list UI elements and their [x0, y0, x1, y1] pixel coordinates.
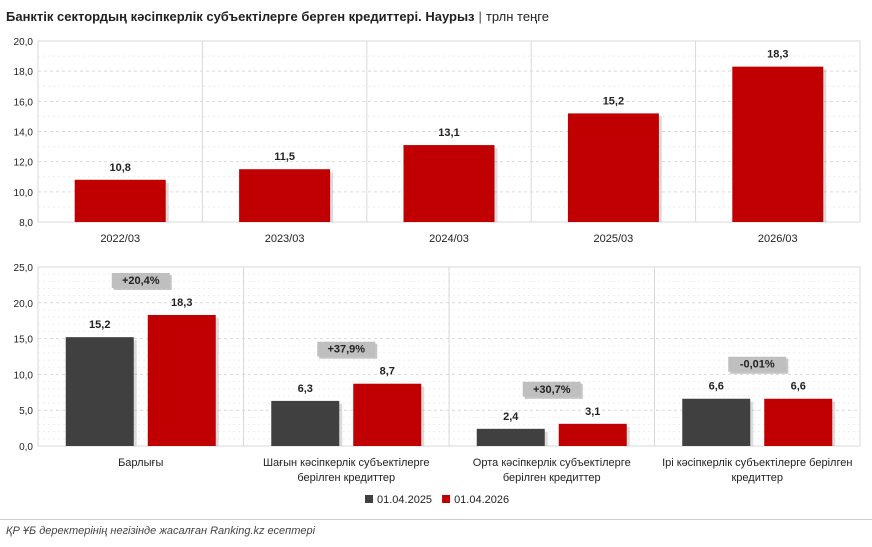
bar [732, 66, 824, 223]
chart-header: Банктік сектордың кәсіпкерлік субъектіле… [6, 9, 549, 24]
bar [271, 400, 340, 446]
title-separator: | [478, 9, 482, 24]
footer-divider [0, 519, 872, 520]
bar [476, 428, 545, 446]
legend-swatch [442, 495, 451, 503]
chart-title: Банктік сектордың кәсіпкерлік субъектіле… [6, 9, 475, 24]
charts-canvas: 8,0 10,0 12,0 14,0 16,0 18,0 20,0 10,8 2022/03 11… [14, 37, 861, 506]
legend: 01.04.2025 01.04.2026 [365, 494, 509, 506]
x-tick-label: 2026/03 [758, 233, 798, 245]
y-tick-label: 12,0 [14, 158, 34, 169]
legend-label: 01.04.2025 [377, 494, 432, 506]
bar [74, 179, 166, 222]
change-badge [317, 341, 376, 357]
data-label: 18,3 [171, 297, 192, 309]
y-tick-label: 16,0 [14, 97, 34, 108]
bar [567, 113, 659, 222]
y-tick-label: 18,0 [14, 67, 34, 78]
y-tick-label: 10,0 [14, 370, 34, 381]
data-label: 8,7 [380, 366, 395, 378]
x-tick-label: 2023/03 [265, 233, 305, 245]
y-tick-label: 25,0 [14, 263, 34, 274]
data-label: 13,1 [438, 127, 459, 139]
y-tick-label: 20,0 [14, 37, 34, 48]
data-label: 15,2 [89, 319, 110, 331]
x-tick-label: 2022/03 [100, 233, 140, 245]
top-bar-chart: 8,0 10,0 12,0 14,0 16,0 18,0 20,0 10,8 2022/03 11… [14, 37, 861, 245]
y-tick-label: 14,0 [14, 128, 34, 139]
data-label: 15,2 [603, 95, 624, 107]
change-label: +30,7% [533, 384, 571, 396]
source-note: ҚР ҰБ деректерінің негізінде жасалған Ra… [6, 525, 316, 537]
y-tick-label: 5,0 [19, 406, 33, 417]
data-label: 3,1 [585, 406, 600, 418]
x-tick-label: 2025/03 [594, 233, 634, 245]
bar [65, 337, 134, 446]
y-tick-label: 15,0 [14, 335, 34, 346]
data-label: 6,3 [298, 383, 313, 395]
data-label: 11,5 [274, 151, 295, 163]
x-tick-label: Барлығы [118, 457, 163, 469]
data-label: 6,6 [709, 381, 724, 393]
bar [239, 169, 331, 222]
bar [764, 398, 833, 446]
change-badge [111, 272, 170, 288]
x-tick-label: Ірі кәсіпкерлік субъектілерге берілген [662, 457, 852, 469]
legend-swatch [365, 495, 373, 503]
bar [353, 383, 422, 446]
data-label: 2,4 [503, 411, 519, 423]
unit-label: трлн теңге [485, 9, 549, 24]
x-tick-label: 2024/03 [429, 233, 469, 245]
data-label: 10,8 [109, 162, 130, 174]
change-label: +37,9% [327, 344, 365, 356]
y-tick-label: 20,0 [14, 299, 34, 310]
change-badge [728, 356, 787, 372]
bar [147, 314, 216, 446]
y-tick-label: 0,0 [19, 442, 33, 453]
data-label: 6,6 [791, 381, 806, 393]
bottom-grouped-bar-chart: 0,0 5,0 10,0 15,0 20,0 25,0 15,2 18,3 +20,4% Барл… [14, 263, 861, 484]
bar [558, 423, 627, 446]
change-label: -0,01% [740, 359, 775, 371]
legend-label: 01.04.2026 [454, 494, 509, 506]
data-label: 18,3 [767, 49, 788, 61]
bar [403, 145, 495, 222]
x-tick-label: берілген кредиттер [503, 472, 601, 484]
x-tick-label: Орта кәсіпкерлік субъектілерге [473, 457, 631, 469]
x-tick-label: кредиттер [731, 472, 783, 484]
y-tick-label: 8,0 [19, 218, 33, 229]
bar [682, 398, 751, 446]
change-badge [522, 381, 581, 397]
x-tick-label: Шағын кәсіпкерлік субъектілерге [263, 457, 430, 469]
y-tick-label: 10,0 [14, 188, 34, 199]
change-label: +20,4% [122, 275, 160, 287]
x-tick-label: берілген кредиттер [297, 472, 395, 484]
